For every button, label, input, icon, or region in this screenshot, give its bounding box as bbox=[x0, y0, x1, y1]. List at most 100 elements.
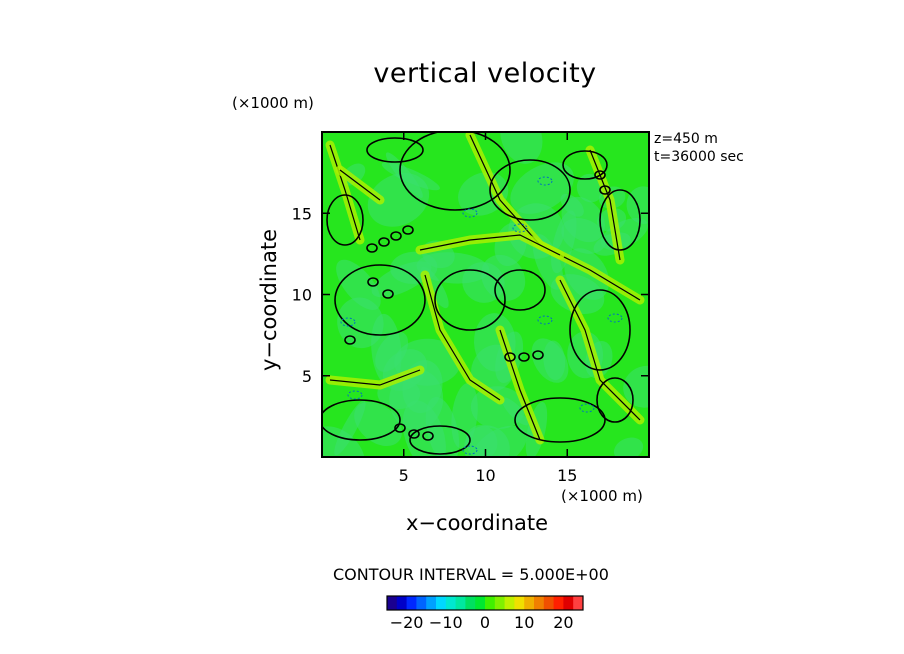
downdraft-patch bbox=[472, 425, 527, 457]
colorbar-swatch bbox=[455, 596, 466, 610]
contour-cell bbox=[367, 277, 379, 287]
colorbar-swatch bbox=[445, 596, 457, 610]
negative-contour bbox=[537, 176, 553, 186]
downdraft-patch bbox=[613, 437, 644, 457]
negative-contour bbox=[579, 403, 595, 413]
colorbar-swatch bbox=[416, 596, 427, 610]
contour-loop bbox=[562, 150, 608, 180]
downdraft-patch bbox=[371, 261, 432, 298]
contour-loop bbox=[434, 269, 506, 331]
x-tick-label: 10 bbox=[475, 466, 495, 485]
level-annotation: z=450 m bbox=[654, 131, 718, 147]
downdraft-patch bbox=[470, 386, 526, 430]
colorbar-swatch bbox=[573, 596, 584, 610]
downdraft-patch bbox=[531, 338, 569, 383]
y-tick-label: 15 bbox=[292, 204, 312, 223]
contour-cell bbox=[599, 185, 611, 195]
negative-contour bbox=[537, 315, 553, 325]
x-tick-label: 5 bbox=[399, 466, 409, 485]
negative-contour bbox=[347, 390, 363, 400]
contour-line bbox=[329, 144, 361, 241]
downdraft-patch bbox=[626, 186, 649, 224]
colorbar-swatch bbox=[494, 596, 506, 610]
contour-loop bbox=[326, 194, 364, 246]
x-tick-label: 15 bbox=[557, 466, 577, 485]
negative-contour bbox=[607, 313, 623, 323]
colorbar-swatch bbox=[426, 596, 437, 610]
downdraft-patch bbox=[560, 193, 584, 217]
contour-loop bbox=[494, 269, 546, 311]
heatmap-field bbox=[322, 132, 649, 457]
contour-loop bbox=[569, 289, 631, 371]
y-axis-unit: (×1000 m) bbox=[232, 94, 314, 112]
colorbar-swatch bbox=[396, 596, 408, 610]
contour-loop bbox=[599, 189, 641, 251]
colorbar-tick-label: 20 bbox=[553, 613, 573, 632]
colorbar-tick-label: 0 bbox=[480, 613, 490, 632]
colorbar-swatch bbox=[436, 596, 447, 610]
contour-loop bbox=[366, 137, 424, 163]
colorbar-frame bbox=[386, 595, 584, 611]
contour-cell bbox=[422, 431, 434, 441]
contour-line bbox=[419, 234, 561, 256]
contour-line bbox=[329, 369, 421, 386]
colorbar-swatch bbox=[543, 596, 555, 610]
colorbar-swatch bbox=[485, 596, 496, 610]
colorbar-tick-label: −20 bbox=[390, 613, 424, 632]
chart-title: vertical velocity bbox=[373, 58, 597, 89]
colorbar-swatch bbox=[387, 596, 398, 610]
contour-loop bbox=[596, 377, 634, 423]
contour-cell bbox=[504, 352, 516, 362]
y-tick-label: 10 bbox=[292, 286, 312, 305]
downdraft-patch bbox=[576, 173, 604, 203]
contour-cell bbox=[532, 350, 544, 360]
colorbar-swatch bbox=[524, 596, 535, 610]
colorbar-swatch bbox=[465, 596, 476, 610]
downdraft-patch bbox=[389, 368, 444, 430]
contour-loop bbox=[489, 159, 571, 221]
contour-cell bbox=[408, 429, 420, 439]
x-axis-unit: (×1000 m) bbox=[561, 487, 643, 505]
colorbar-swatch bbox=[514, 596, 525, 610]
colorbar-swatch bbox=[563, 596, 574, 610]
downdraft-patch bbox=[500, 132, 543, 164]
contour-cell bbox=[394, 423, 406, 433]
colorbar-swatch bbox=[504, 596, 515, 610]
contour-cell bbox=[594, 170, 606, 180]
contour-line bbox=[424, 274, 501, 401]
negative-contour bbox=[462, 445, 478, 455]
colorbar-swatch bbox=[406, 596, 417, 610]
downdraft-patch bbox=[371, 313, 402, 386]
negative-contour bbox=[340, 317, 356, 327]
contour-cell bbox=[366, 243, 378, 253]
time-annotation: t=36000 sec bbox=[654, 149, 744, 165]
contour-line bbox=[339, 169, 381, 201]
contour-loop bbox=[322, 399, 401, 441]
contour-cell bbox=[344, 335, 356, 345]
colorbar-tick-label: 10 bbox=[514, 613, 534, 632]
contour-interval-label: CONTOUR INTERVAL = 5.000E+00 bbox=[333, 565, 609, 584]
downdraft-patch bbox=[462, 262, 505, 303]
colorbar-tick-label: −10 bbox=[429, 613, 463, 632]
downdraft-patch bbox=[510, 162, 574, 214]
contour-cell bbox=[378, 237, 390, 247]
contour-cell bbox=[402, 225, 414, 235]
contour-loop bbox=[334, 264, 426, 336]
negative-contour bbox=[462, 208, 478, 218]
contour-line bbox=[499, 329, 541, 441]
contour-loop bbox=[409, 425, 471, 455]
negative-contour bbox=[512, 223, 528, 233]
downdraft-patch bbox=[381, 162, 440, 191]
x-axis-label: x−coordinate bbox=[406, 511, 549, 535]
colorbar-swatch bbox=[475, 596, 486, 610]
contour-cell bbox=[390, 231, 402, 241]
downdraft-patch bbox=[354, 401, 402, 447]
contour-cell bbox=[518, 352, 530, 362]
colorbar-swatch bbox=[553, 596, 564, 610]
contour-line bbox=[559, 279, 641, 421]
contour-line bbox=[589, 149, 621, 261]
y-tick-label: 5 bbox=[302, 367, 312, 386]
contour-loop bbox=[514, 397, 606, 443]
downdraft-patch bbox=[336, 259, 381, 310]
